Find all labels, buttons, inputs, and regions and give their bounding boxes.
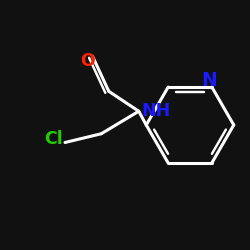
Text: O: O — [80, 52, 95, 70]
Text: NH: NH — [141, 102, 171, 120]
Text: Cl: Cl — [44, 130, 62, 148]
Text: N: N — [202, 71, 217, 90]
